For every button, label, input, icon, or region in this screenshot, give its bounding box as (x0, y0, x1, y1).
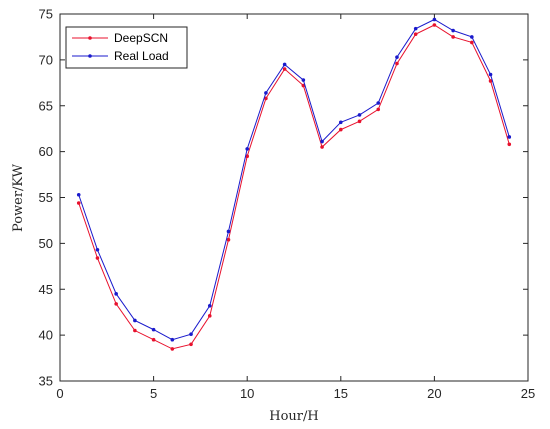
x-tick-label: 25 (521, 386, 535, 401)
data-point-deepscn (357, 119, 362, 124)
y-axis-label: Power/KW (11, 163, 26, 232)
data-point-real-load (76, 192, 81, 197)
data-point-real-load (357, 113, 362, 117)
data-point-real-load (189, 332, 193, 337)
x-tick-label: 10 (240, 386, 254, 401)
data-point-deepscn (413, 32, 418, 36)
data-point-deepscn (95, 256, 100, 260)
data-point-real-load (339, 120, 343, 125)
y-tick-label: 55 (39, 190, 53, 205)
data-point-deepscn (226, 237, 231, 242)
data-point-real-load (207, 303, 212, 308)
data-point-real-load (245, 147, 249, 151)
data-point-deepscn (189, 342, 193, 347)
data-point-deepscn (76, 201, 81, 205)
data-point-real-load (151, 327, 156, 332)
data-point-deepscn (114, 302, 118, 306)
legend-label-real-load: Real Load (114, 49, 169, 63)
data-point-real-load (320, 139, 324, 144)
legend-marker-real-load (88, 54, 92, 58)
data-point-real-load (395, 55, 399, 59)
data-point-deepscn (245, 154, 249, 159)
legend-label-deepscn: DeepSCN (114, 31, 168, 45)
axis-ticks: 0 5 10 15 20 25 35 40 45 50 55 60 65 70 75 (39, 7, 536, 402)
data-point-real-load (301, 78, 306, 82)
y-tick-label: 50 (39, 236, 53, 251)
data-point-real-load (170, 337, 175, 342)
legend: DeepSCN Real Load (65, 26, 188, 69)
data-point-deepscn (470, 40, 474, 45)
data-point-real-load (376, 101, 381, 105)
x-tick-label: 20 (427, 386, 441, 401)
x-tick-label: 5 (150, 386, 157, 401)
x-tick-label: 0 (56, 386, 63, 401)
data-point-real-load (432, 17, 437, 22)
data-point-deepscn (151, 337, 156, 342)
data-point-real-load (133, 318, 137, 323)
data-point-deepscn (339, 127, 343, 132)
y-tick-label: 70 (39, 52, 53, 67)
legend-marker-deepscn (88, 36, 92, 40)
series-deepscn (76, 23, 512, 351)
data-point-real-load (451, 28, 455, 33)
y-tick-label: 45 (39, 282, 53, 297)
data-point-deepscn (207, 314, 212, 318)
data-point-real-load (95, 247, 100, 252)
data-point-real-load (226, 229, 231, 234)
data-point-deepscn (432, 23, 437, 27)
y-tick-label: 40 (39, 328, 53, 343)
data-point-real-load (470, 35, 474, 39)
data-point-real-load (413, 26, 418, 31)
data-point-deepscn (320, 145, 324, 149)
series-line-deepscn (78, 24, 510, 350)
data-point-real-load (264, 91, 268, 95)
series-line-real-load (78, 18, 510, 341)
y-tick-label: 65 (39, 98, 53, 113)
legend-box (65, 26, 188, 69)
data-point-deepscn (282, 67, 287, 71)
data-point-real-load (507, 135, 512, 139)
data-point-real-load (488, 72, 493, 77)
data-point-deepscn (507, 142, 512, 147)
data-point-real-load (282, 62, 287, 67)
x-tick-label: 15 (334, 386, 348, 401)
x-axis-label: Hour/H (269, 409, 318, 424)
data-point-deepscn (376, 107, 381, 112)
y-tick-label: 75 (39, 7, 53, 22)
data-point-deepscn (451, 35, 455, 39)
plot-area (59, 13, 529, 382)
series-group (76, 17, 512, 351)
data-point-deepscn (395, 61, 399, 66)
data-point-deepscn (264, 96, 268, 101)
y-tick-label: 35 (39, 374, 53, 389)
y-tick-label: 60 (39, 144, 53, 159)
data-point-deepscn (488, 79, 493, 83)
data-point-deepscn (133, 328, 137, 333)
series-real-load (76, 17, 512, 342)
data-point-deepscn (170, 347, 175, 351)
data-point-real-load (114, 292, 118, 296)
